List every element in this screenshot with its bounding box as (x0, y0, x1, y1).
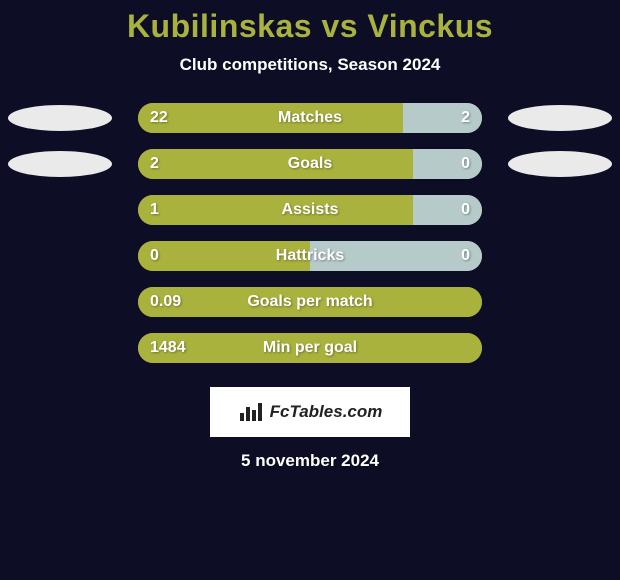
stat-label: Matches (278, 103, 342, 133)
stat-left-value: 1 (150, 195, 159, 225)
stat-right-value: 0 (461, 195, 470, 225)
player-ellipse-left (8, 105, 112, 131)
barchart-icon (238, 401, 264, 423)
logo-text: FcTables.com (270, 402, 383, 422)
stat-bar-right-fill (413, 195, 482, 225)
stat-bar-left-fill (138, 103, 403, 133)
stat-bar: 0 Hattricks 0 (138, 241, 482, 271)
stat-left-value: 1484 (150, 333, 186, 363)
stat-row: 1 Assists 0 (0, 195, 620, 241)
stat-row: 0 Hattricks 0 (0, 241, 620, 287)
player-ellipse-left (8, 151, 112, 177)
stat-bar: 0.09 Goals per match (138, 287, 482, 317)
player-ellipse-right (508, 105, 612, 131)
stat-row: 1484 Min per goal (0, 333, 620, 379)
stat-bar: 22 Matches 2 (138, 103, 482, 133)
date-text: 5 november 2024 (0, 451, 620, 471)
logo-box: FcTables.com (210, 387, 410, 437)
stat-row: 2 Goals 0 (0, 149, 620, 195)
stat-left-value: 22 (150, 103, 168, 133)
stat-label: Goals (288, 149, 332, 179)
stats-rows: 22Matches22Goals01Assists00Hattricks00.0… (0, 103, 620, 379)
stat-bar-right-fill (413, 149, 482, 179)
stat-label: Hattricks (276, 241, 344, 271)
stat-bar: 1484 Min per goal (138, 333, 482, 363)
stat-row: 0.09 Goals per match (0, 287, 620, 333)
comparison-card: Kubilinskas vs Vinckus Club competitions… (0, 0, 620, 471)
stat-left-value: 0.09 (150, 287, 181, 317)
stat-right-value: 2 (461, 103, 470, 133)
stat-bar: 1 Assists 0 (138, 195, 482, 225)
stat-row: 22 Matches 2 (0, 103, 620, 149)
stat-bar-left-fill (138, 195, 413, 225)
stat-right-value: 0 (461, 241, 470, 271)
stat-label: Assists (282, 195, 339, 225)
stat-bar-right-fill (403, 103, 482, 133)
stat-label: Min per goal (263, 333, 357, 363)
stat-bar: 2 Goals 0 (138, 149, 482, 179)
player-ellipse-right (508, 151, 612, 177)
page-subtitle: Club competitions, Season 2024 (0, 55, 620, 75)
stat-right-value: 0 (461, 149, 470, 179)
stat-left-value: 2 (150, 149, 159, 179)
stat-label: Goals per match (247, 287, 372, 317)
stat-left-value: 0 (150, 241, 159, 271)
stat-bar-left-fill (138, 149, 413, 179)
page-title: Kubilinskas vs Vinckus (0, 8, 620, 45)
